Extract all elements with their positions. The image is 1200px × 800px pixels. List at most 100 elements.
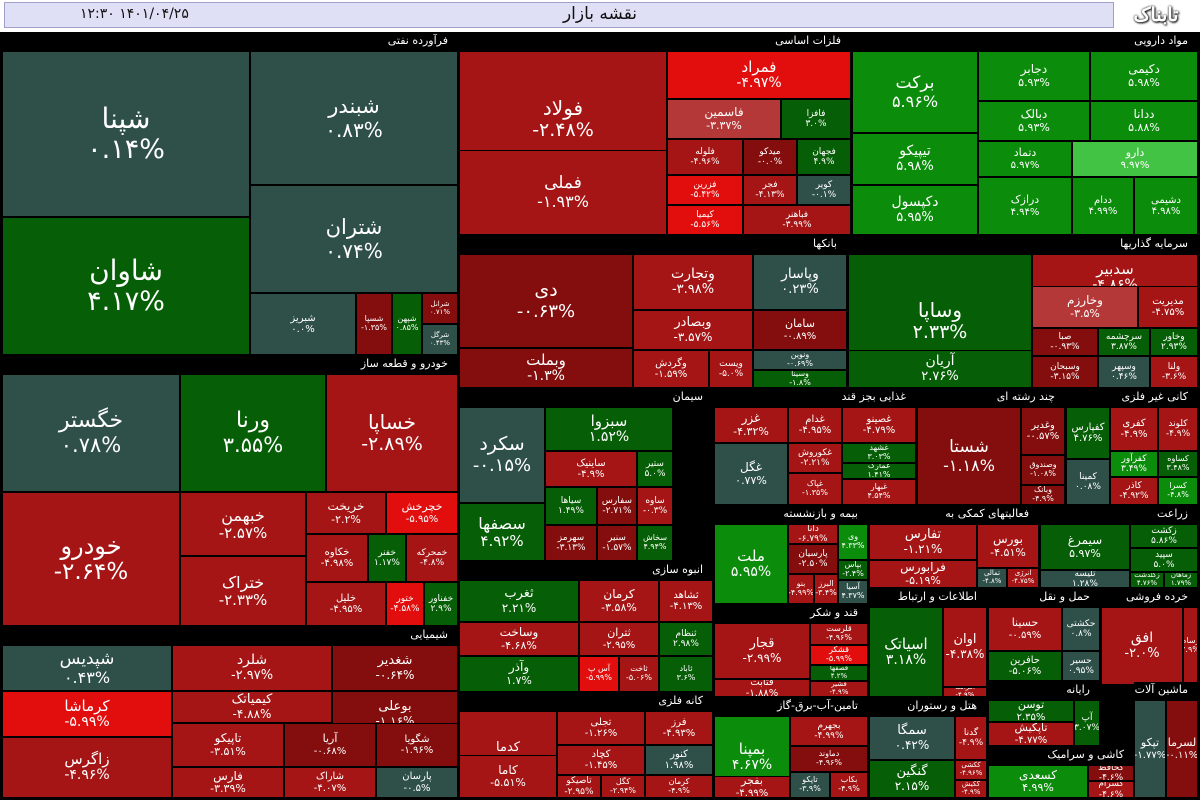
stock-tile[interactable]: شرگل ۰.۴۳% <box>422 324 458 355</box>
stock-tile[interactable]: کرمان -۴.۹% <box>645 775 713 798</box>
stock-tile[interactable]: فرابورس -۵.۱۹% <box>869 560 977 588</box>
stock-tile[interactable]: بپاس -۲.۴% <box>838 560 868 580</box>
stock-tile[interactable]: سبزوا ۱.۵۲% <box>545 407 673 451</box>
stock-tile[interactable]: وخاور ۲.۹۳% <box>1150 328 1198 356</box>
stock-tile[interactable]: بکاب -۴.۹% <box>830 772 868 798</box>
stock-tile[interactable]: رسام۲.۹% <box>1183 607 1198 685</box>
stock-tile[interactable]: آریا -۰.۶۸% <box>284 723 376 767</box>
stock-tile[interactable]: وبانک -۴.۹% <box>1021 485 1065 505</box>
stock-tile[interactable]: شتران ۰.۷۴% <box>250 185 458 293</box>
stock-tile[interactable]: غبهار ۴.۵۴% <box>842 479 916 505</box>
stock-tile[interactable]: گکیش -۴.۹% <box>955 780 987 798</box>
stock-tile[interactable]: غشهد ۳.۰۳% <box>842 443 916 463</box>
stock-tile[interactable]: ددام ۴.۹۹% <box>1072 177 1134 235</box>
stock-tile[interactable]: فلوله -۴.۹۶% <box>667 139 743 175</box>
stock-tile[interactable]: ثاباد ۳.۶% <box>659 656 713 692</box>
stock-tile[interactable]: لسرما -۰.۱۱% <box>1166 700 1198 798</box>
stock-tile[interactable]: آریان ۲.۷۶% <box>848 350 1032 388</box>
stock-tile[interactable]: فارس -۳.۳۹% <box>172 767 284 798</box>
stock-tile[interactable]: ساوه -۰.۳% <box>637 487 673 525</box>
stock-tile[interactable]: وسینا -۱.۸% <box>753 370 847 388</box>
stock-tile[interactable]: قجار -۲.۹۹% <box>714 623 810 679</box>
stock-tile[interactable]: تمالی -۴.۸% <box>977 568 1007 588</box>
stock-tile[interactable]: شبریز ۰.۰% <box>250 293 356 355</box>
stock-tile[interactable]: شاراک -۴.۰۷% <box>284 767 376 798</box>
stock-tile[interactable]: مدیریت -۴.۷۵% <box>1138 286 1198 328</box>
stock-tile[interactable]: ختور -۴.۵۸% <box>386 582 424 626</box>
stock-tile[interactable]: وغدیر -۰.۵۷% <box>1021 407 1065 455</box>
stock-tile[interactable]: شلرد -۲.۹۷% <box>172 645 332 691</box>
stock-tile[interactable]: زماهان ۱.۷۹% <box>1164 572 1198 588</box>
stock-tile[interactable]: ونوین -۰.۶۹% <box>753 350 847 370</box>
stock-tile[interactable]: حافرین -۵.۰۶% <box>988 651 1062 681</box>
stock-tile[interactable]: تاپکو -۳.۹% <box>790 772 830 798</box>
stock-tile[interactable]: ثتران -۲.۹۵% <box>579 622 659 656</box>
stock-tile[interactable]: کساوه ۳.۴۸% <box>1158 451 1198 477</box>
stock-tile[interactable]: دانا -۶.۷۹% <box>788 524 838 544</box>
stock-tile[interactable]: تاپکیش -۴.۷۷% <box>988 722 1074 746</box>
stock-tile[interactable]: حکشتی ۰.۸% <box>1062 607 1100 651</box>
stock-tile[interactable]: دکپسول ۵.۹۵% <box>852 185 978 235</box>
stock-tile[interactable]: افرانت -۴.۹% <box>943 687 987 697</box>
stock-tile[interactable]: ورنا ۳.۵۵% <box>180 374 326 492</box>
stock-tile[interactable]: ثنظام ۲.۹۸% <box>659 622 713 656</box>
stock-tile[interactable]: ولنا -۳.۶% <box>1150 356 1198 388</box>
stock-tile[interactable]: غزر -۴.۳۲% <box>714 407 788 443</box>
stock-tile[interactable]: وبملت -۱.۳% <box>459 348 633 388</box>
stock-tile[interactable]: سصفها ۴.۹۲% <box>459 503 545 561</box>
stock-tile[interactable]: انرژی -۴.۷۵% <box>1007 568 1039 588</box>
stock-tile[interactable]: تپکو -۱.۷۷% <box>1134 700 1166 798</box>
stock-tile[interactable]: ویست -۵.۰% <box>709 350 753 388</box>
stock-tile[interactable]: دجابر ۵.۹۳% <box>978 51 1090 101</box>
stock-tile[interactable]: وخارزم -۳.۵% <box>1032 286 1138 328</box>
stock-tile[interactable]: ستیر ۵.۰% <box>637 451 673 487</box>
stock-tile[interactable]: شرانل ۰.۷۱% <box>422 293 458 324</box>
stock-tile[interactable]: کیمیا -۵.۵۶% <box>667 205 743 235</box>
stock-tile[interactable]: کفری -۴.۹% <box>1110 407 1158 451</box>
stock-tile[interactable]: دبالک ۵.۹۳% <box>978 101 1090 141</box>
stock-tile[interactable]: وتجارت -۳.۹۸% <box>633 254 753 310</box>
stock-tile[interactable]: سیاها ۱.۴۹% <box>545 487 597 525</box>
stock-tile[interactable]: شستا -۱.۱۸% <box>917 407 1021 505</box>
stock-tile[interactable]: تاصیکو -۲.۹۵% <box>557 775 601 798</box>
stock-tile[interactable]: غصینو -۴.۷۹% <box>842 407 916 443</box>
stock-tile[interactable]: کچاد -۱.۴۵% <box>557 745 645 775</box>
stock-tile[interactable]: آسیا ۴.۳۷% <box>838 580 868 604</box>
stock-tile[interactable]: کسعدی ۴.۹۹% <box>988 765 1088 798</box>
stock-tile[interactable]: ملت ۵.۹۵% <box>714 524 788 604</box>
stock-tile[interactable]: کاذر -۴.۹۲% <box>1110 477 1158 505</box>
stock-tile[interactable]: آپ ۳.۰۷% <box>1074 700 1100 746</box>
stock-tile[interactable]: زکشت ۵.۸۶% <box>1130 524 1198 548</box>
stock-tile[interactable]: فجهان ۴.۹% <box>797 139 851 175</box>
stock-tile[interactable]: کرماشا -۵.۹۹% <box>2 691 172 737</box>
stock-tile[interactable]: خلیل -۴.۹۵% <box>306 582 386 626</box>
stock-tile[interactable]: خکاوه -۴.۹۸% <box>306 534 368 582</box>
stock-tile[interactable]: صبا -۰.۹۳% <box>1032 328 1098 356</box>
stock-tile[interactable]: غمارگ ۱.۴۱% <box>842 463 916 479</box>
stock-tile[interactable]: زگلدشت ۴.۷۶% <box>1130 572 1164 588</box>
stock-tile[interactable]: افق -۲.۰% <box>1101 607 1183 685</box>
stock-tile[interactable]: برکت ۵.۹۶% <box>852 51 978 133</box>
stock-tile[interactable]: شپدیس ۰.۴۳% <box>2 645 172 691</box>
stock-tile[interactable]: دتماد ۵.۹۷% <box>978 141 1072 177</box>
stock-tile[interactable]: دشیمی ۴.۹۸% <box>1134 177 1198 235</box>
stock-tile[interactable]: آس پ -۵.۹۹% <box>579 656 619 692</box>
stock-tile[interactable]: تجلی -۱.۲۶% <box>557 711 645 745</box>
stock-tile[interactable]: فجر -۴.۱۳% <box>743 175 797 205</box>
stock-tile[interactable]: سپید ۵.۰% <box>1130 548 1198 572</box>
stock-tile[interactable]: شپهن ۰.۸۵% <box>392 293 422 355</box>
stock-tile[interactable]: خگستر ۰.۷۸% <box>2 374 180 492</box>
stock-tile[interactable]: سیمرغ ۵.۹۷% <box>1040 524 1130 570</box>
stock-tile[interactable]: سخاش ۴.۹۴% <box>637 525 673 561</box>
stock-tile[interactable]: وی ۴.۳۳% <box>838 524 868 560</box>
stock-tile[interactable]: غدام -۴.۹۵% <box>788 407 842 443</box>
stock-tile[interactable]: خچرخش -۵.۹۵% <box>386 492 458 534</box>
stock-tile[interactable]: اوان -۴.۳۸% <box>943 607 987 687</box>
stock-tile[interactable]: ثشاهد -۴.۱۳% <box>659 580 713 622</box>
stock-tile[interactable]: کگل -۲.۹۴% <box>601 775 645 798</box>
stock-tile[interactable]: خبهمن -۲.۵۷% <box>180 492 306 556</box>
stock-tile[interactable]: میدکو -۰.۰% <box>743 139 797 175</box>
stock-tile[interactable]: بفجر -۴.۹۹% <box>714 776 790 798</box>
stock-tile[interactable]: البرز -۳.۴% <box>814 574 838 604</box>
stock-tile[interactable]: پارسان -۰.۵% <box>376 767 458 798</box>
